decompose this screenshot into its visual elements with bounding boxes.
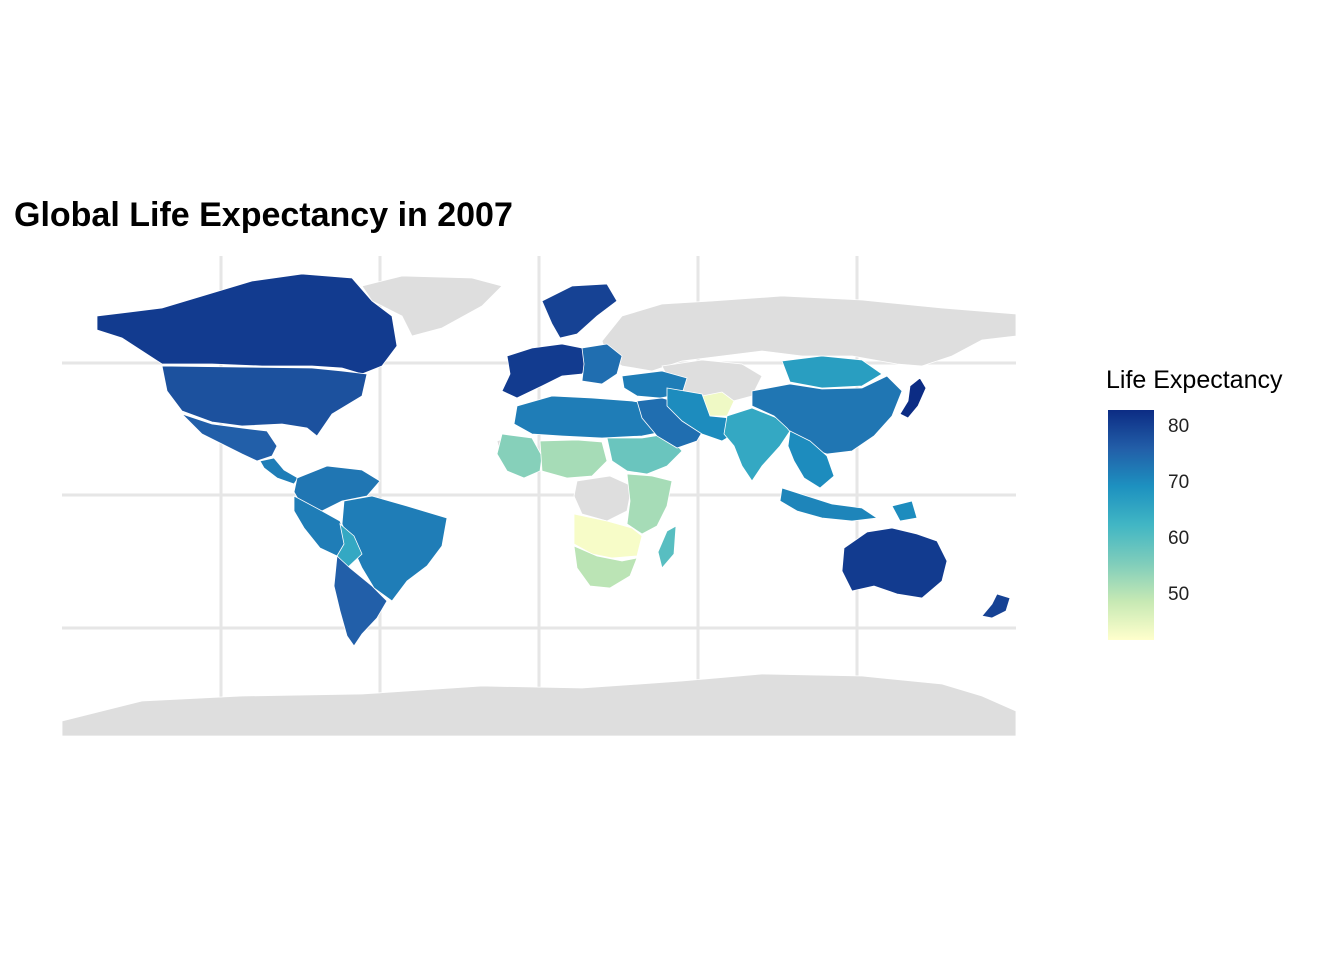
region-mexico xyxy=(181,413,278,462)
region-southern-africa xyxy=(573,545,638,589)
region-china xyxy=(751,375,903,455)
region-australia xyxy=(841,527,948,599)
region-west-africa xyxy=(496,433,543,479)
region-argentina-chile xyxy=(333,555,388,647)
region-mongolia xyxy=(781,355,883,389)
data-regions xyxy=(96,273,1011,647)
region-sahel xyxy=(539,439,608,479)
greenland xyxy=(361,275,503,337)
antarctica xyxy=(62,673,1016,736)
legend: Life Expectancy 80 70 60 50 xyxy=(1106,366,1336,646)
region-madagascar xyxy=(657,525,677,569)
region-southeast-asia xyxy=(787,430,835,489)
region-indonesia xyxy=(779,487,879,522)
region-scandinavia xyxy=(541,283,618,339)
central-africa xyxy=(573,475,633,522)
world-map xyxy=(62,256,1016,736)
region-western-europe xyxy=(501,343,593,399)
legend-tick-50: 50 xyxy=(1168,584,1190,606)
region-eastern-europe xyxy=(581,343,623,385)
region-new-zealand xyxy=(981,593,1011,619)
region-canada xyxy=(96,273,398,375)
region-angola-zambia xyxy=(573,513,643,559)
region-usa xyxy=(161,365,368,437)
region-east-africa xyxy=(626,473,673,535)
region-japan xyxy=(899,377,927,419)
legend-title: Life Expectancy xyxy=(1106,366,1283,394)
region-ethiopia-sudan xyxy=(606,433,683,475)
legend-tick-80: 80 xyxy=(1168,415,1190,437)
map-title: Global Life Expectancy in 2007 xyxy=(14,196,513,234)
legend-colorbar xyxy=(1108,410,1154,640)
legend-tick-70: 70 xyxy=(1168,471,1190,493)
region-papua-new-guinea xyxy=(891,500,918,522)
region-central-america xyxy=(259,457,299,485)
legend-tick-60: 60 xyxy=(1168,528,1190,550)
region-india xyxy=(723,407,793,482)
